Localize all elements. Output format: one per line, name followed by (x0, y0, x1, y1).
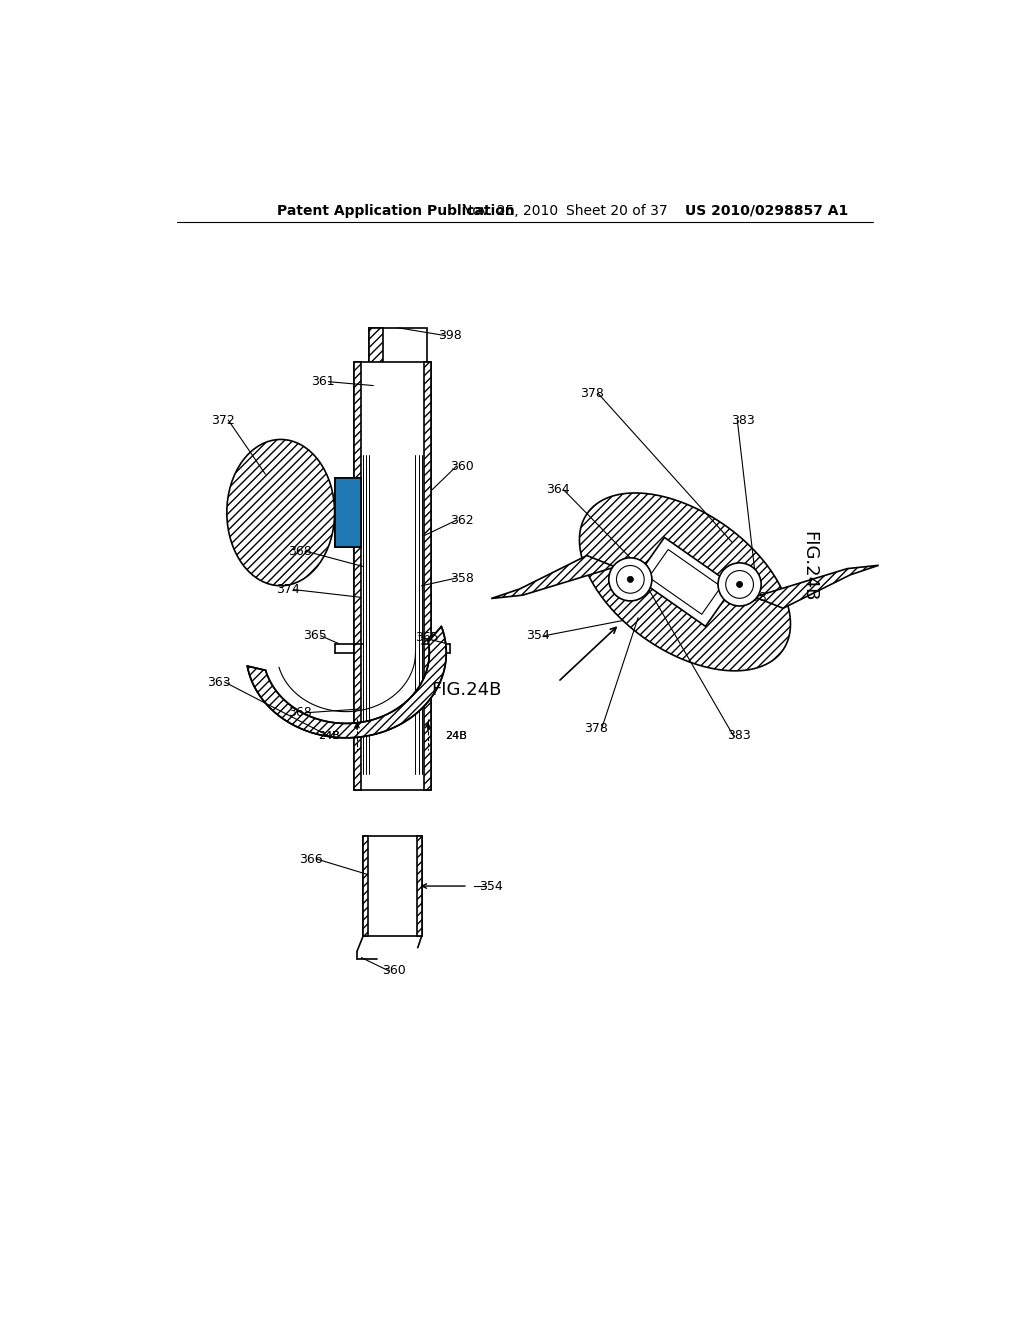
Text: 24B: 24B (318, 731, 340, 741)
Text: 365: 365 (303, 630, 327, 643)
Bar (424, 363, 431, 789)
Text: 368: 368 (742, 591, 766, 603)
Text: 378: 378 (584, 722, 608, 735)
Circle shape (628, 577, 634, 582)
Circle shape (736, 581, 742, 587)
Bar (335, 478, 360, 548)
Text: 354: 354 (526, 630, 550, 643)
Text: 383: 383 (727, 730, 751, 742)
Text: 374: 374 (276, 583, 300, 597)
Text: Nov. 25, 2010: Nov. 25, 2010 (462, 203, 558, 218)
Text: 398: 398 (438, 329, 462, 342)
Text: FIG.24B: FIG.24B (431, 681, 501, 698)
Ellipse shape (226, 440, 335, 586)
Text: Sheet 20 of 37: Sheet 20 of 37 (565, 203, 668, 218)
Text: US 2010/0298857 A1: US 2010/0298857 A1 (685, 203, 848, 218)
Bar (373, 378, 382, 392)
Bar (370, 327, 383, 378)
Text: 368: 368 (288, 706, 311, 719)
Text: 368: 368 (288, 545, 311, 557)
Text: 364: 364 (546, 483, 569, 496)
Circle shape (726, 570, 754, 598)
Bar (370, 327, 427, 378)
Polygon shape (649, 549, 721, 614)
Text: FIG.24B: FIG.24B (801, 532, 818, 602)
Bar (417, 836, 422, 936)
Text: Patent Application Publication: Patent Application Publication (276, 203, 515, 218)
Bar (364, 836, 422, 936)
Text: 354: 354 (479, 879, 503, 892)
Bar (364, 836, 368, 936)
Bar (335, 478, 360, 548)
Circle shape (718, 562, 761, 606)
Polygon shape (755, 565, 879, 609)
Text: 372: 372 (211, 413, 234, 426)
Text: 360: 360 (382, 964, 407, 977)
Text: 362: 362 (451, 513, 474, 527)
Text: 383: 383 (731, 413, 755, 426)
Text: 365: 365 (416, 631, 439, 644)
Circle shape (616, 565, 644, 593)
Text: 361: 361 (311, 375, 335, 388)
Polygon shape (580, 492, 791, 671)
Bar (354, 363, 431, 789)
Text: 366: 366 (299, 853, 323, 866)
Text: 360: 360 (451, 459, 474, 473)
Polygon shape (492, 556, 615, 598)
Text: 378: 378 (581, 387, 604, 400)
Polygon shape (636, 537, 734, 627)
Text: 24B: 24B (444, 731, 467, 741)
Circle shape (609, 558, 652, 601)
Text: 363: 363 (207, 676, 230, 689)
Text: 24B: 24B (318, 731, 340, 741)
Polygon shape (247, 627, 446, 738)
Bar (354, 363, 360, 789)
Text: 24B: 24B (444, 731, 467, 741)
Text: 358: 358 (451, 572, 474, 585)
